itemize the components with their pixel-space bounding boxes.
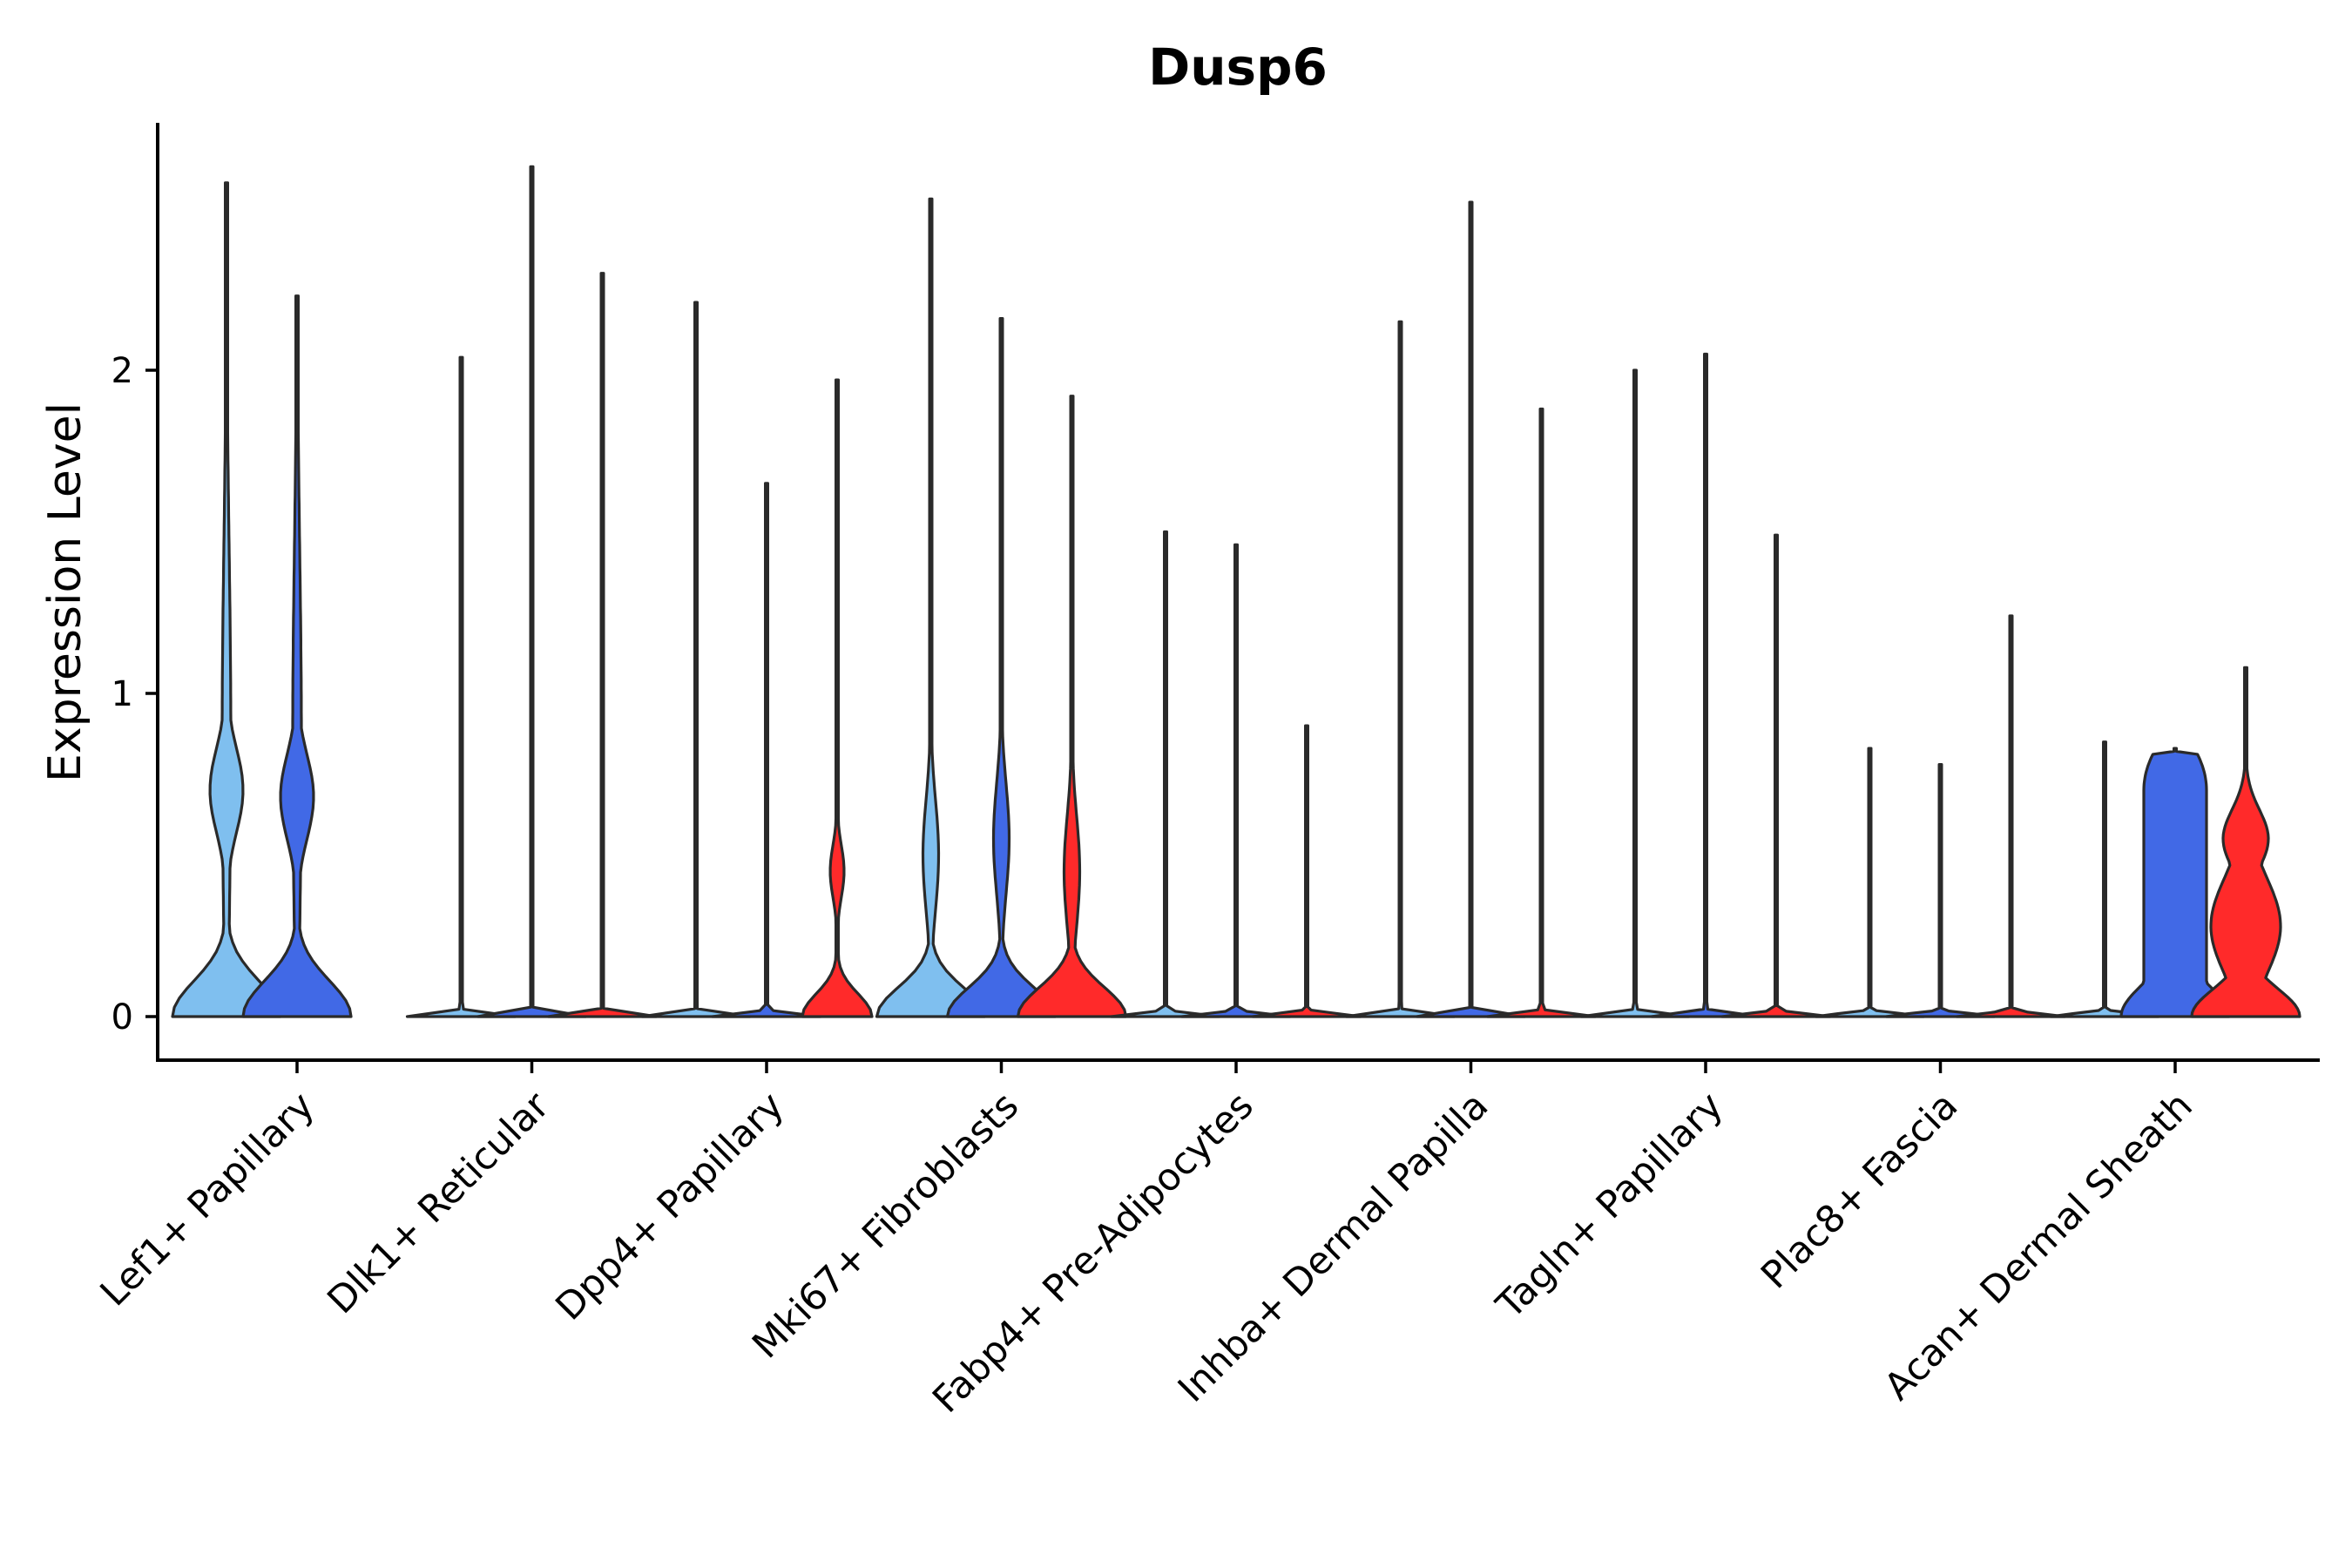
x-tick-label: Tagln+ Papillary: [1488, 1084, 1732, 1328]
violin-7-2: [1650, 352, 1761, 1018]
y-ticks: 0 1 2: [112, 351, 158, 1037]
violin-4-2: [945, 317, 1058, 1018]
violin-7-3: [1720, 533, 1832, 1018]
violin-7-1: [1579, 368, 1691, 1018]
violin-3-2: [711, 482, 822, 1018]
x-tick-label: Plac8+ Fascia: [1753, 1084, 1966, 1297]
x-tick-label: Mki67+ Fibroblasts: [744, 1084, 1027, 1367]
violin-6-1: [1344, 320, 1456, 1018]
violin-1-1: [171, 181, 282, 1018]
violin-9-3: [2190, 666, 2301, 1018]
violin-4-1: [875, 197, 987, 1018]
violin-5-3: [1251, 724, 1362, 1018]
x-tick-label: Dlk1+ Reticular: [320, 1084, 558, 1322]
y-tick-label: 2: [112, 351, 133, 391]
x-tick-label: Dpp4+ Papillary: [548, 1084, 793, 1328]
violin-group: [171, 165, 2301, 1018]
violin-8-3: [1955, 614, 2067, 1018]
y-tick-label: 0: [112, 997, 133, 1037]
violin-9-1: [2049, 740, 2160, 1018]
violin-3-1: [640, 301, 752, 1018]
violin-3-3: [801, 378, 874, 1018]
violin-2-2: [476, 165, 588, 1018]
violin-1-2: [241, 294, 353, 1018]
violin-6-2: [1415, 200, 1527, 1018]
violin-5-1: [1110, 530, 1221, 1018]
chart-title: Dusp6: [1148, 37, 1328, 97]
violin-5-2: [1180, 543, 1292, 1018]
x-tick-label: Lef1+ Papillary: [92, 1084, 323, 1315]
violin-6-3: [1485, 407, 1598, 1018]
violin-8-2: [1884, 763, 1997, 1018]
violin-2-1: [405, 355, 517, 1018]
violin-2-3: [546, 272, 659, 1018]
violin-4-3: [1016, 395, 1128, 1018]
y-axis-label: Expression Level: [39, 402, 91, 782]
y-tick-label: 1: [112, 674, 133, 714]
violin-8-1: [1814, 747, 1926, 1018]
violin-9-2: [2119, 747, 2231, 1018]
